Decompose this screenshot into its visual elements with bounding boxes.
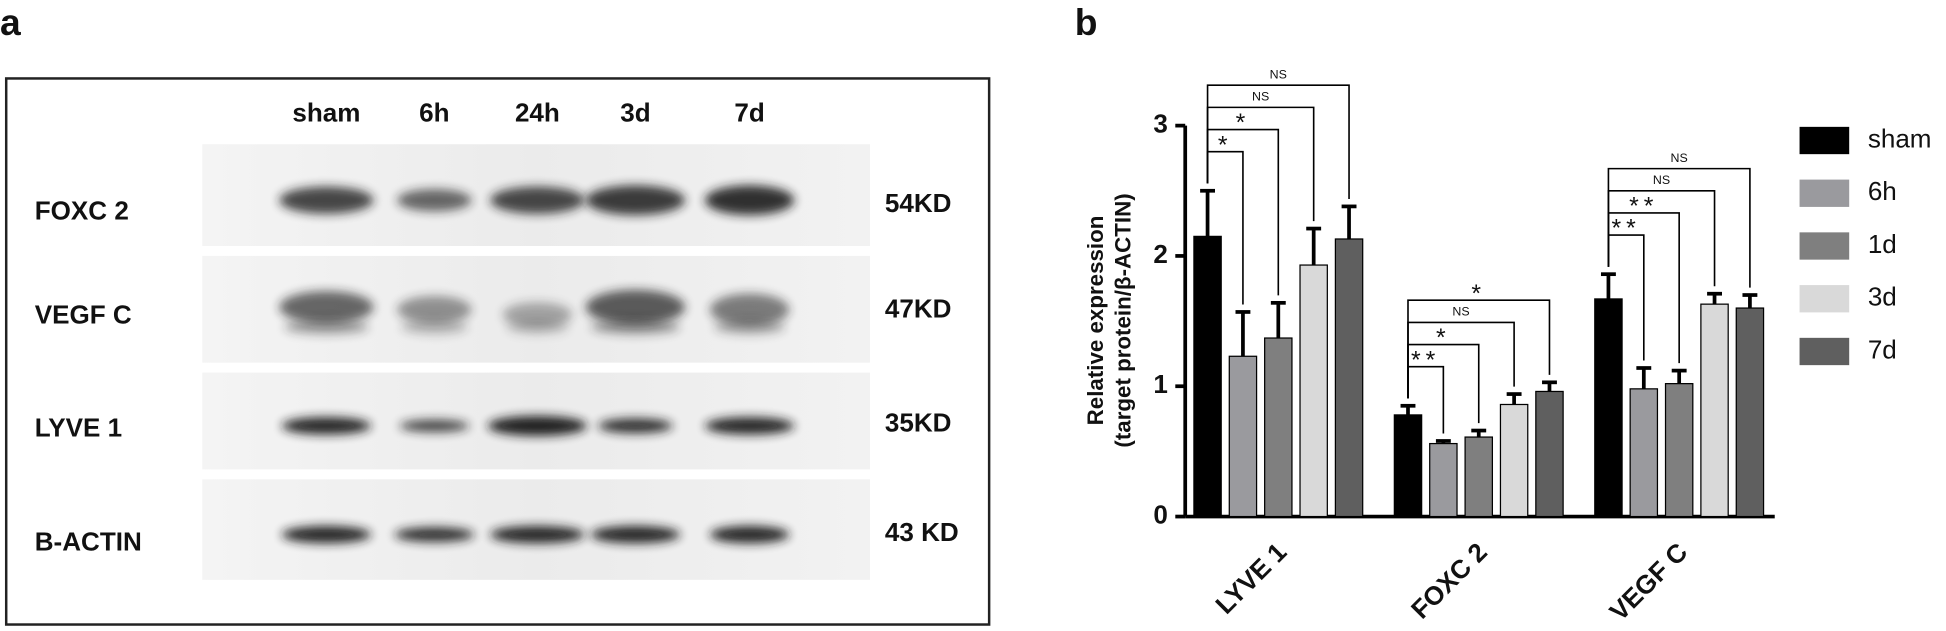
blot-band [585,289,686,325]
lane-label: sham [292,97,360,127]
blot-band [399,419,470,433]
bar [1193,235,1222,518]
significance-label: ** [1411,347,1440,374]
size-label: 54KD [885,188,952,218]
bar [1464,436,1494,518]
lane-label: 3d [620,97,650,127]
blot-band [490,525,585,544]
blot-band [502,302,573,328]
legend-label: 6h [1868,176,1897,206]
bar [1299,264,1328,518]
legend-swatch [1799,179,1850,207]
bar-chart: 0 1 2 3 Relative expression (target protein/β… [1083,68,1932,627]
lane-label: 6h [419,97,449,127]
blot-frame [4,77,991,626]
blot-band [279,186,374,214]
x-tick-label: FOXC 2 [1405,537,1493,625]
legend-swatch [1799,126,1850,155]
bar [1393,414,1423,518]
significance-bracket [1607,167,1751,288]
bar [1629,388,1659,518]
blot-band [394,527,475,543]
row-label: VEGF C [35,300,132,330]
significance-bracket [1206,106,1315,222]
blot-band [506,319,569,335]
x-tick-label: VEGF C [1603,537,1693,627]
size-label: 47KD [885,293,952,323]
significance-label: * [1436,325,1451,352]
blot-band [400,319,468,335]
y-tick-label: 1 [1153,369,1168,399]
lane-label: 24h [515,97,560,127]
significance-label: * [1218,132,1233,159]
blot-band [598,418,673,434]
blot-band [281,525,372,544]
bar [1735,307,1765,518]
bar [1594,298,1623,518]
row-label: B-ACTIN [35,527,142,557]
legend-label: 7d [1868,334,1897,364]
panel-label: a [0,1,21,43]
blot-band [590,525,681,544]
significance-label: * [1471,281,1486,308]
bar [1664,383,1694,518]
legend-label: 3d [1868,282,1897,312]
blot-band [713,319,786,335]
significance-label: ** [1629,194,1658,221]
lane-label: 7d [734,97,764,127]
y-tick-label: 2 [1153,239,1168,269]
significance-bracket [1407,299,1551,399]
panel-label: b [1075,1,1098,43]
bar [1429,442,1458,518]
bar [1700,303,1729,518]
bar [1228,355,1258,518]
bar [1334,238,1364,518]
significance-label: NS [1270,68,1287,82]
blot-panel: sham 6h 24h 3d 7d FOXC 2 54KD VEGF C 47KD LYVE 1 3… [35,97,959,580]
x-tick-label: LYVE 1 [1209,537,1292,620]
significance-label: ** [1611,216,1640,243]
bar [1499,403,1529,518]
blot-band [397,296,472,324]
significance-label: NS [1252,90,1269,104]
blot-band [487,415,588,436]
y-tick-label: 0 [1153,499,1168,529]
blot-band [590,319,681,335]
y-tick-label: 3 [1153,109,1168,139]
row-label: FOXC 2 [35,195,129,225]
blot-band [490,186,585,214]
legend-label: sham [1868,123,1932,153]
blot-band [585,185,686,216]
bar [1535,390,1564,518]
blot-band [283,319,369,335]
significance-label: NS [1671,151,1688,165]
row-label: LYVE 1 [35,413,122,443]
significance-bracket [1206,84,1350,199]
blot-band [281,417,372,435]
blot-band [704,417,795,435]
blot-band [704,185,795,216]
legend-label: 1d [1868,229,1897,259]
significance-label: NS [1452,305,1469,319]
legend-swatch [1799,337,1850,366]
size-label: 35KD [885,408,952,438]
legend-swatch [1799,285,1850,313]
bar [1264,337,1293,518]
size-label: 43 KD [885,517,959,547]
blot-band [279,291,374,324]
significance-label: * [1236,110,1251,137]
blot-band [709,293,790,326]
blot-band [397,189,472,212]
blot-band [709,525,790,544]
significance-label: NS [1653,173,1670,187]
y-axis-label: Relative expression [1083,216,1108,426]
y-axis-label: (target protein/β-ACTIN) [1110,193,1135,447]
legend-swatch [1799,232,1850,260]
